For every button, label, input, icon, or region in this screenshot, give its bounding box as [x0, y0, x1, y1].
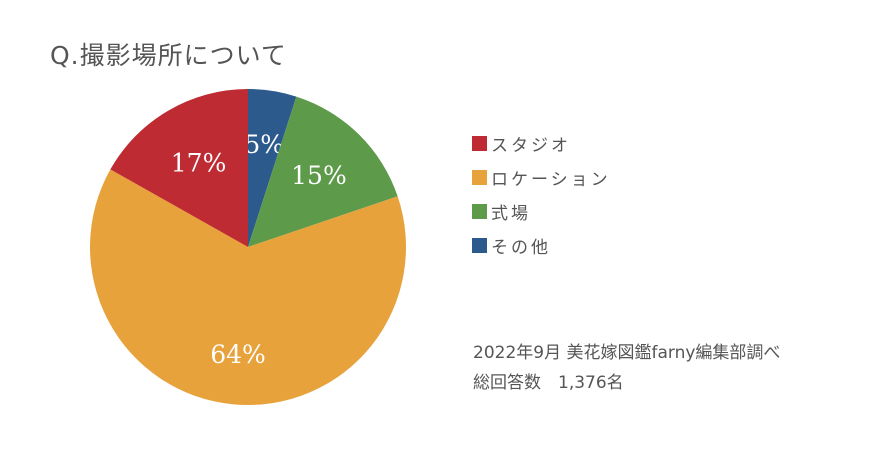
survey-source: 2022年9月 美花嫁図鑑farny編集部調べ: [473, 343, 781, 363]
legend-item-studio: スタジオ: [472, 126, 611, 160]
legend-item-other: その他: [472, 228, 611, 262]
survey-total: 総回答数 1,376名: [473, 373, 624, 393]
legend-item-venue: 式場: [472, 194, 611, 228]
legend-label: スタジオ: [491, 135, 571, 156]
legend-label: ロケーション: [491, 169, 611, 190]
legend: スタジオ ロケーション 式場 その他: [472, 126, 611, 262]
legend-swatch-studio: [472, 135, 487, 151]
legend-label: その他: [491, 237, 551, 258]
chart-title: Q.撮影場所について: [50, 41, 287, 70]
legend-item-location: ロケーション: [472, 160, 611, 194]
legend-swatch-venue: [472, 203, 487, 219]
slice-venue: [248, 96, 398, 247]
legend-label: 式場: [491, 203, 531, 224]
slice-studio: [110, 88, 248, 247]
slice-other: [248, 89, 297, 247]
slice-venue-label: 15%: [291, 161, 347, 190]
slice-location: [90, 169, 407, 406]
survey-note: 2022年9月 美花嫁図鑑farny編集部調べ 総回答数 1,376名: [473, 338, 780, 398]
slice-other-label: 5%: [244, 130, 284, 159]
slice-location-label: 64%: [210, 340, 266, 369]
legend-swatch-other: [472, 237, 487, 253]
legend-swatch-location: [472, 169, 487, 185]
slice-studio-label: 17%: [171, 148, 227, 177]
